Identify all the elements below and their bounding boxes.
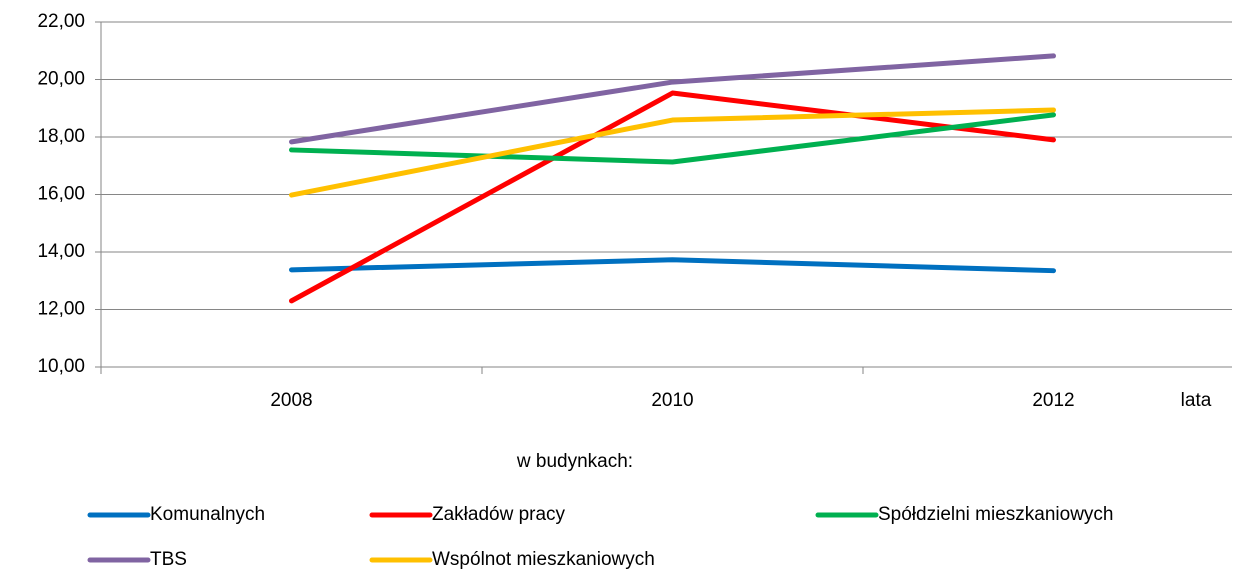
y-tick-label: 12,00	[37, 299, 85, 320]
legend-label: Wspólnot mieszkaniowych	[432, 549, 655, 570]
x-axis-label: lata	[1181, 390, 1212, 411]
series-line	[289, 112, 1056, 165]
y-tick-label: 16,00	[37, 184, 85, 205]
series-line	[289, 90, 1056, 304]
y-tick-label: 10,00	[37, 356, 85, 377]
series-line	[289, 53, 1056, 145]
x-tick-label: 2008	[270, 390, 312, 411]
legend-label: Spółdzielni mieszkaniowych	[878, 504, 1114, 525]
y-tick-label: 20,00	[37, 69, 85, 90]
series-line	[289, 107, 1056, 198]
legend-label: Zakładów pracy	[432, 504, 566, 525]
series-line	[289, 257, 1056, 274]
x-tick-label: 2010	[651, 390, 693, 411]
legend-title: w budynkach:	[516, 451, 633, 472]
y-tick-label: 18,00	[37, 126, 85, 147]
y-tick-label: 14,00	[37, 241, 85, 262]
x-tick-label: 2012	[1032, 390, 1074, 411]
legend-label: TBS	[150, 549, 187, 570]
legend-label: Komunalnych	[150, 504, 265, 525]
y-tick-label: 22,00	[37, 11, 85, 32]
